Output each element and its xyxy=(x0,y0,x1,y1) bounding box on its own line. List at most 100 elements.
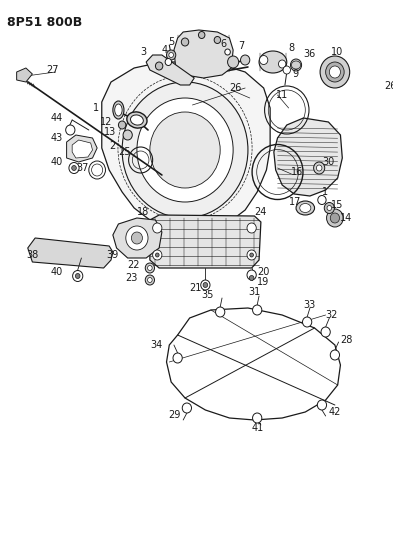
Polygon shape xyxy=(174,30,233,78)
Circle shape xyxy=(182,403,191,413)
Ellipse shape xyxy=(259,51,287,73)
Ellipse shape xyxy=(113,101,124,119)
Text: 44: 44 xyxy=(51,113,63,123)
Circle shape xyxy=(290,59,301,71)
Text: 21: 21 xyxy=(190,283,202,293)
Circle shape xyxy=(72,166,76,171)
Circle shape xyxy=(75,273,80,279)
Text: 38: 38 xyxy=(26,250,38,260)
Circle shape xyxy=(327,206,332,211)
Circle shape xyxy=(173,353,182,363)
Text: 41: 41 xyxy=(252,423,264,433)
Circle shape xyxy=(145,275,154,285)
Text: 40: 40 xyxy=(51,157,63,167)
Circle shape xyxy=(283,66,290,74)
Circle shape xyxy=(327,209,343,227)
Text: 40: 40 xyxy=(51,267,63,277)
Circle shape xyxy=(329,66,340,78)
Circle shape xyxy=(214,36,220,44)
Text: 32: 32 xyxy=(326,310,338,320)
Circle shape xyxy=(317,400,327,410)
Polygon shape xyxy=(102,62,270,230)
Circle shape xyxy=(118,121,126,129)
Circle shape xyxy=(321,327,330,337)
Text: 29: 29 xyxy=(168,410,181,420)
Text: 14: 14 xyxy=(340,213,353,223)
Circle shape xyxy=(131,232,143,244)
Polygon shape xyxy=(72,140,92,158)
Ellipse shape xyxy=(300,204,311,213)
Text: 19: 19 xyxy=(257,277,270,287)
Text: 20: 20 xyxy=(257,267,270,277)
Circle shape xyxy=(152,223,162,233)
Circle shape xyxy=(155,62,163,70)
Text: 23: 23 xyxy=(125,273,137,283)
Circle shape xyxy=(303,317,312,327)
Circle shape xyxy=(147,278,152,282)
Circle shape xyxy=(247,223,256,233)
Text: 7: 7 xyxy=(239,41,245,51)
Text: 22: 22 xyxy=(128,260,140,270)
Text: 13: 13 xyxy=(104,127,116,137)
Text: 25: 25 xyxy=(118,147,131,157)
Circle shape xyxy=(253,413,262,423)
Circle shape xyxy=(228,56,239,68)
Circle shape xyxy=(201,280,210,290)
Ellipse shape xyxy=(127,112,147,128)
Polygon shape xyxy=(17,68,32,82)
Circle shape xyxy=(147,265,152,271)
Circle shape xyxy=(225,49,230,55)
Text: 2: 2 xyxy=(109,141,116,151)
Text: 17: 17 xyxy=(288,197,301,207)
Ellipse shape xyxy=(130,115,143,125)
Circle shape xyxy=(249,276,254,280)
Circle shape xyxy=(247,250,256,260)
Text: 43: 43 xyxy=(51,133,63,143)
Text: 16: 16 xyxy=(292,167,304,177)
Circle shape xyxy=(169,52,173,58)
Circle shape xyxy=(198,31,205,38)
Circle shape xyxy=(137,98,233,202)
Text: 6: 6 xyxy=(220,39,226,49)
Text: 42: 42 xyxy=(329,407,341,417)
Circle shape xyxy=(155,253,159,257)
Polygon shape xyxy=(146,55,194,85)
Circle shape xyxy=(253,305,262,315)
Polygon shape xyxy=(66,135,97,162)
Circle shape xyxy=(152,250,162,260)
Circle shape xyxy=(259,55,268,64)
Text: 1: 1 xyxy=(322,187,328,197)
Text: 34: 34 xyxy=(150,340,162,350)
Circle shape xyxy=(126,226,148,250)
Circle shape xyxy=(165,59,172,66)
Circle shape xyxy=(324,203,334,214)
Text: 35: 35 xyxy=(202,290,214,300)
Text: 3: 3 xyxy=(140,47,146,57)
Circle shape xyxy=(330,350,340,360)
Text: 12: 12 xyxy=(100,117,112,127)
Circle shape xyxy=(320,56,350,88)
Ellipse shape xyxy=(115,104,122,116)
Circle shape xyxy=(167,50,176,60)
Text: 11: 11 xyxy=(275,90,288,100)
Text: 5: 5 xyxy=(168,37,174,47)
Circle shape xyxy=(69,163,79,174)
Text: 36: 36 xyxy=(303,49,316,59)
Text: 39: 39 xyxy=(107,250,119,260)
Text: 28: 28 xyxy=(340,335,353,345)
Polygon shape xyxy=(113,218,162,258)
Text: 15: 15 xyxy=(331,200,343,210)
Circle shape xyxy=(122,82,248,218)
Text: 26: 26 xyxy=(230,83,242,93)
Text: 10: 10 xyxy=(331,47,343,57)
Circle shape xyxy=(247,270,256,280)
Text: 18: 18 xyxy=(137,207,149,217)
Circle shape xyxy=(203,282,208,287)
Circle shape xyxy=(316,165,322,171)
Text: 26: 26 xyxy=(384,81,393,91)
Text: 8P51 800B: 8P51 800B xyxy=(7,16,83,29)
Circle shape xyxy=(326,62,344,82)
Text: 33: 33 xyxy=(303,300,316,310)
Text: 8: 8 xyxy=(288,43,295,53)
Text: 37: 37 xyxy=(76,163,88,173)
